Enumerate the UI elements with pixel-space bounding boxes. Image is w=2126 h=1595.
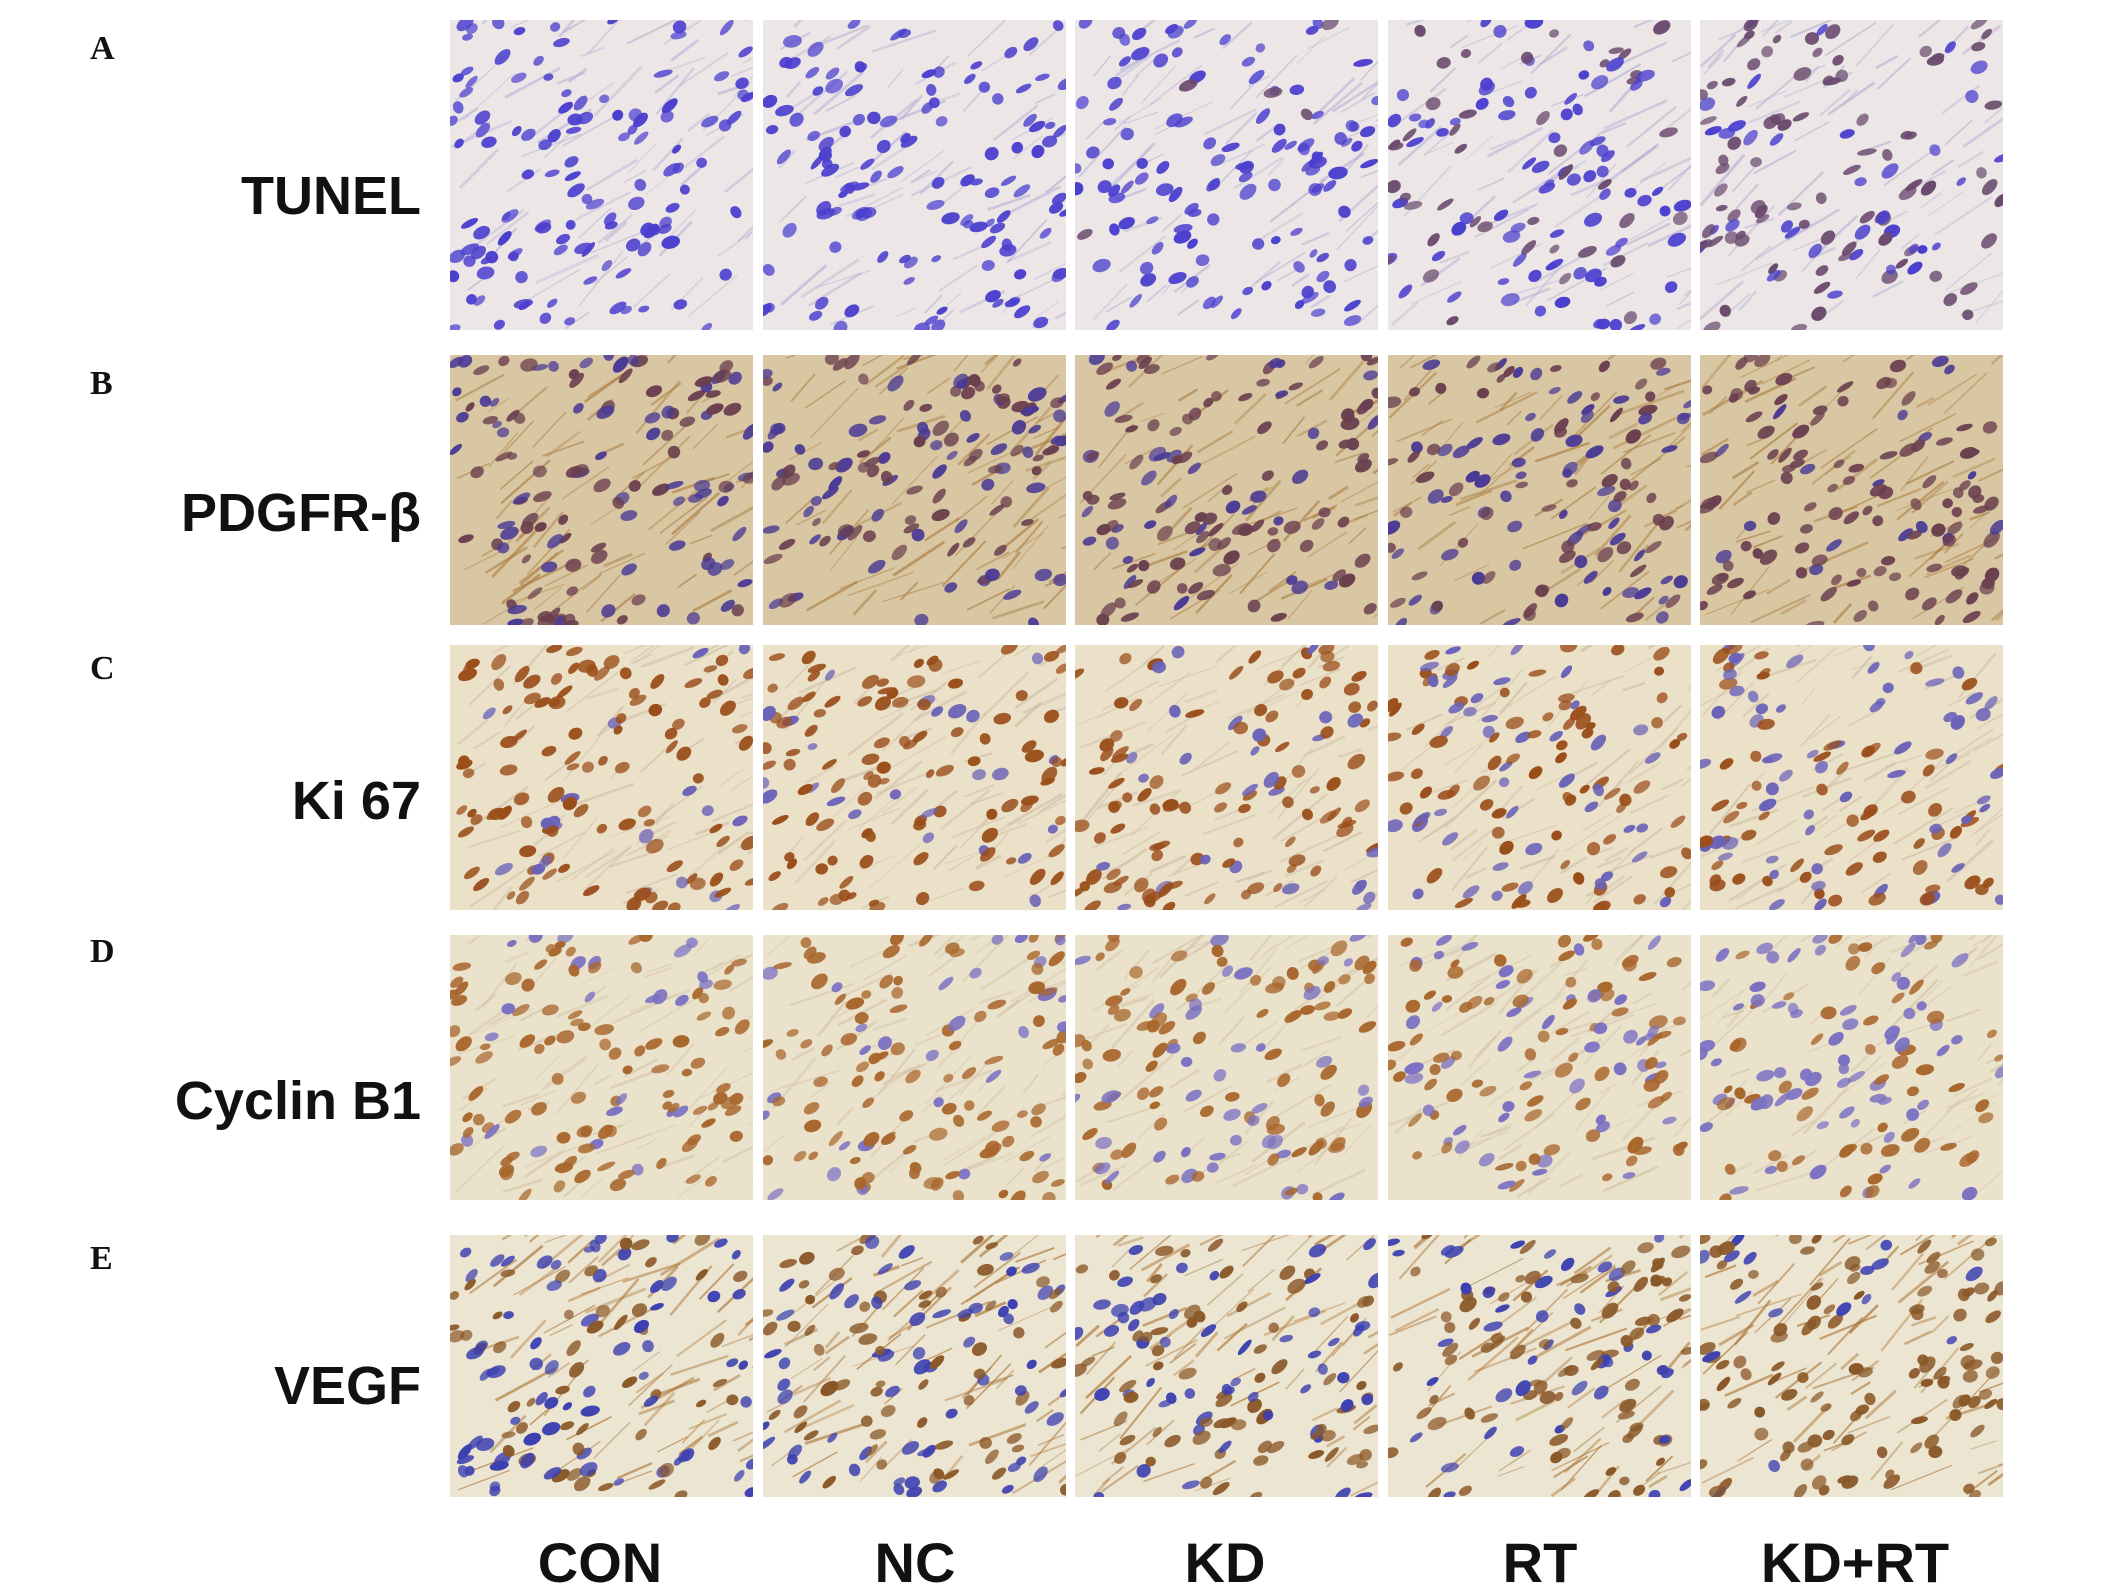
micrograph-panel xyxy=(1075,1235,1378,1497)
micrograph-panel xyxy=(1700,1235,2003,1497)
micrograph-panel xyxy=(1388,935,1691,1200)
micrograph-panel xyxy=(1075,355,1378,625)
column-label: KD+RT xyxy=(1705,1530,2005,1595)
micrograph-image xyxy=(450,355,753,625)
micrograph-image xyxy=(763,355,1066,625)
row-label: TUNEL xyxy=(241,165,421,227)
row-letter: A xyxy=(90,30,115,68)
micrograph-image xyxy=(1388,935,1691,1200)
column-label: RT xyxy=(1390,1530,1690,1595)
micrograph-image xyxy=(1075,355,1378,625)
micrograph-image xyxy=(450,645,753,910)
micrograph-panel xyxy=(450,645,753,910)
micrograph-image xyxy=(1700,645,2003,910)
row-label: Ki 67 xyxy=(292,770,421,832)
micrograph-image xyxy=(450,20,753,330)
micrograph-panel xyxy=(763,645,1066,910)
micrograph-image xyxy=(1700,1235,2003,1497)
micrograph-image xyxy=(1075,1235,1378,1497)
micrograph-panel xyxy=(763,1235,1066,1497)
row-letter: B xyxy=(90,365,113,403)
micrograph-panel xyxy=(450,20,753,330)
micrograph-panel xyxy=(1075,20,1378,330)
micrograph-image xyxy=(1388,645,1691,910)
row-label: VEGF xyxy=(274,1355,421,1417)
micrograph-panel xyxy=(1700,20,2003,330)
column-label: NC xyxy=(765,1530,1065,1595)
micrograph-image xyxy=(1075,20,1378,330)
micrograph-image xyxy=(1700,20,2003,330)
micrograph-panel xyxy=(763,20,1066,330)
micrograph-image xyxy=(1388,1235,1691,1497)
column-label: KD xyxy=(1075,1530,1375,1595)
micrograph-panel xyxy=(1700,935,2003,1200)
micrograph-image xyxy=(450,935,753,1200)
micrograph-image xyxy=(450,1235,753,1497)
micrograph-image xyxy=(763,645,1066,910)
micrograph-panel xyxy=(763,935,1066,1200)
micrograph-panel xyxy=(1388,645,1691,910)
micrograph-image xyxy=(763,20,1066,330)
row-label: PDGFR-β xyxy=(181,482,421,544)
micrograph-image xyxy=(1075,645,1378,910)
micrograph-panel xyxy=(1700,355,2003,625)
row-label: Cyclin B1 xyxy=(175,1070,421,1132)
micrograph-panel xyxy=(450,1235,753,1497)
micrograph-panel xyxy=(1075,645,1378,910)
micrograph-panel xyxy=(450,935,753,1200)
row-letter: C xyxy=(90,650,115,688)
column-label: CON xyxy=(450,1530,750,1595)
micrograph-panel xyxy=(1388,355,1691,625)
micrograph-panel xyxy=(1388,20,1691,330)
micrograph-image xyxy=(1075,935,1378,1200)
micrograph-panel xyxy=(1388,1235,1691,1497)
micrograph-image xyxy=(763,935,1066,1200)
micrograph-image xyxy=(1388,20,1691,330)
micrograph-image xyxy=(1388,355,1691,625)
micrograph-image xyxy=(763,1235,1066,1497)
micrograph-panel xyxy=(450,355,753,625)
micrograph-panel xyxy=(763,355,1066,625)
row-letter: D xyxy=(90,933,115,971)
micrograph-panel xyxy=(1075,935,1378,1200)
micrograph-panel xyxy=(1700,645,2003,910)
row-letter: E xyxy=(90,1240,113,1278)
micrograph-image xyxy=(1700,935,2003,1200)
micrograph-image xyxy=(1700,355,2003,625)
